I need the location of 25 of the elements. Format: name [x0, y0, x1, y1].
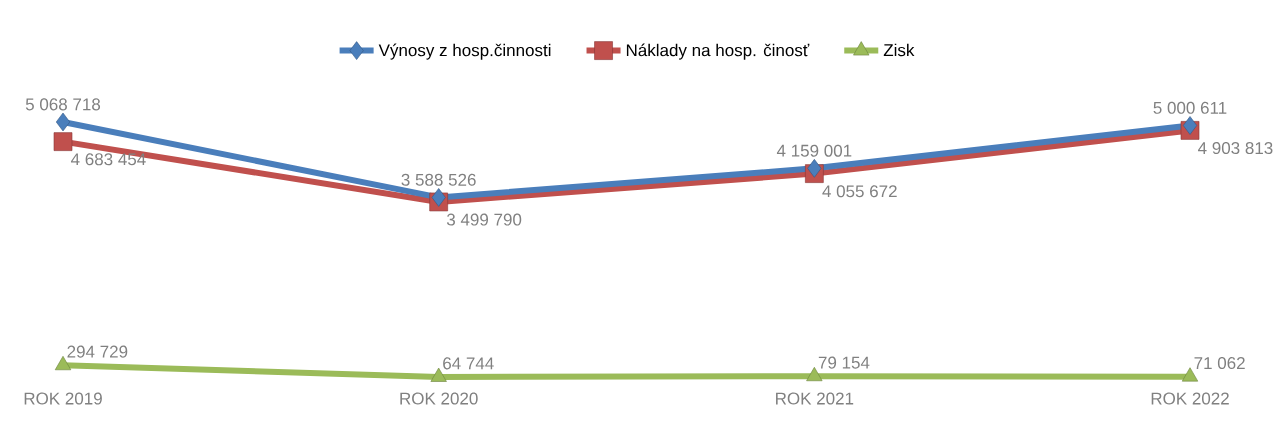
- data-label: 79 154: [818, 356, 870, 369]
- x-tick-label: ROK 2020: [400, 392, 478, 405]
- data-label: 3 499 790: [446, 213, 522, 226]
- data-label: 5 000 611: [1153, 101, 1227, 114]
- point: [807, 159, 822, 178]
- data-label: 4 159 001: [776, 144, 852, 157]
- legend-label: Výnosy z hosp.činnosti: [378, 43, 551, 60]
- point: [1182, 116, 1198, 135]
- x-tick-label: ROK 2019: [24, 392, 102, 405]
- data-label: 71 062: [1194, 357, 1245, 370]
- x-tick-label: ROK 2022: [1151, 392, 1229, 405]
- data-label: 4 903 813: [1198, 142, 1273, 155]
- data-label: 5 068 718: [25, 98, 101, 111]
- point: [55, 112, 71, 132]
- point: [53, 132, 73, 151]
- legend-label: Náklady na hosp. činosť: [626, 43, 810, 60]
- data-label: 3 588 526: [401, 173, 476, 186]
- data-label: 294 729: [67, 345, 128, 358]
- data-label: 4 055 672: [822, 185, 897, 198]
- x-tick-label: ROK 2021: [776, 392, 854, 405]
- legend-label: Zisk: [883, 43, 915, 57]
- point: [431, 188, 446, 207]
- point: [1181, 367, 1199, 382]
- data-label: 64 744: [443, 357, 494, 370]
- data-label: 4 683 454: [71, 153, 146, 166]
